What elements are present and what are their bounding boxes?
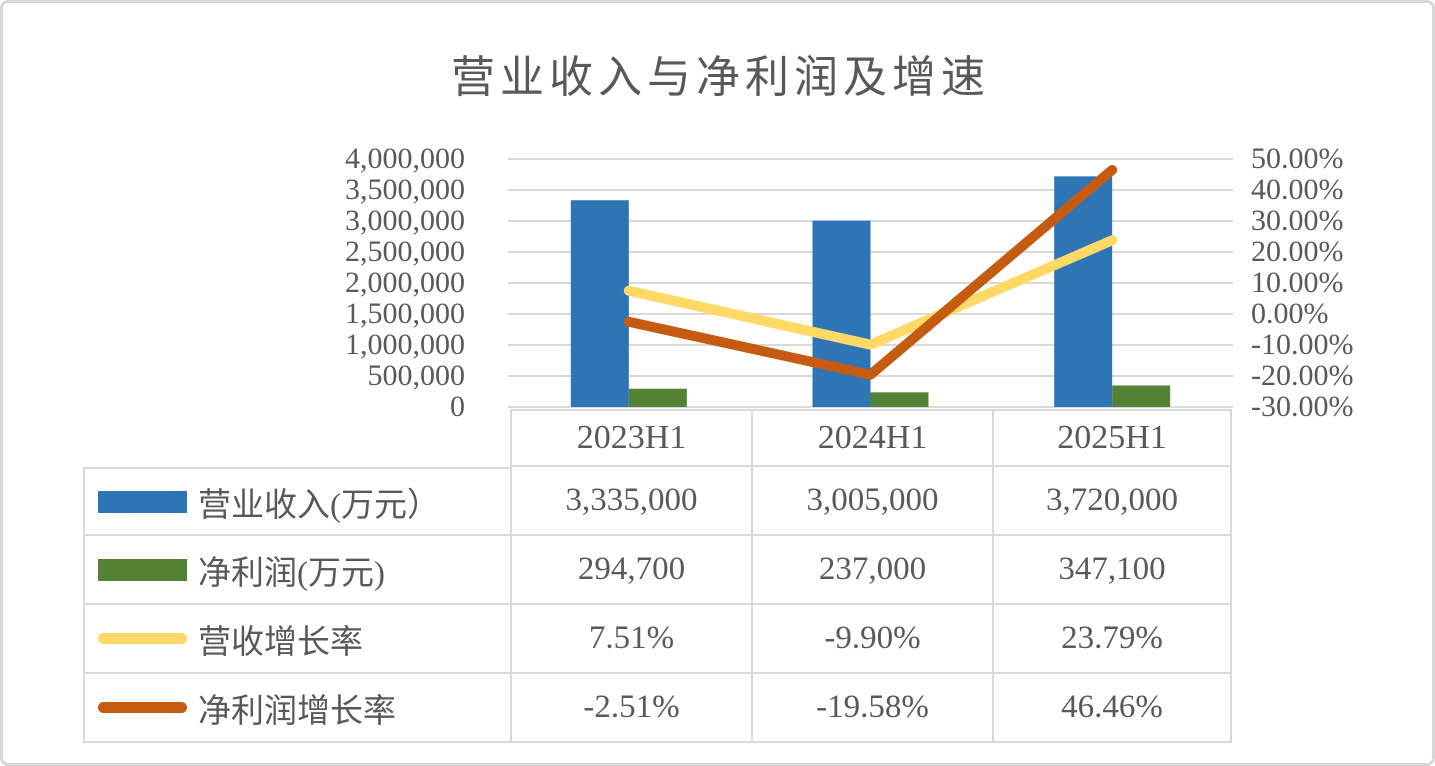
column-header-2025h1: 2025H1 [992, 409, 1232, 467]
net-profit-bar [1112, 385, 1171, 407]
net-profit-growth-legend-label: 净利润增长率 [198, 693, 396, 730]
table-cell-revenue-growth-2025h1: 23.79% [992, 605, 1232, 674]
table-cell-net-profit-growth-2023h1: -2.51% [510, 674, 751, 743]
chart-title: 营业收入与净利润及增速 [451, 53, 990, 102]
revenue-legend-label: 营业收入(万元） [198, 487, 440, 524]
legend-row-revenue: 营业收入(万元） [83, 467, 510, 536]
table-cell-revenue-growth-2023h1: 7.51% [510, 605, 751, 674]
table-cell-revenue-2025h1: 3,720,000 [992, 467, 1232, 536]
table-cell-net-profit-growth-2025h1: 46.46% [992, 674, 1232, 743]
revenue-growth-legend-label: 营收增长率 [198, 624, 363, 661]
table-cell-net-profit-2024h1: 237,000 [751, 536, 992, 605]
table-corner-empty [83, 409, 510, 467]
net-profit-growth-line-swatch [98, 702, 187, 713]
column-header-2024h1: 2024H1 [751, 409, 992, 467]
revenue-bar [812, 220, 871, 407]
legend-row-net-profit-growth: 净利润增长率 [83, 674, 510, 743]
table-cell-net-profit-2023h1: 294,700 [510, 536, 751, 605]
table-cell-net-profit-growth-2024h1: -19.58% [751, 674, 992, 743]
revenue-growth-line [623, 235, 1118, 350]
table-cell-revenue-2023h1: 3,335,000 [510, 467, 751, 536]
column-header-2023h1: 2023H1 [510, 409, 751, 467]
table-cell-net-profit-2025h1: 347,100 [992, 536, 1232, 605]
chart-data-table: 2023H1 2024H1 2025H1 营业收入(万元） 3,335,000 … [83, 409, 1232, 743]
legend-row-revenue-growth: 营收增长率 [83, 605, 510, 674]
table-cell-revenue-2024h1: 3,005,000 [751, 467, 992, 536]
revenue-bar [570, 200, 629, 407]
legend-row-net-profit: 净利润(万元) [83, 536, 510, 605]
combo-chart-plot-area [508, 158, 1233, 408]
net-profit-bar-swatch [98, 558, 187, 581]
net-profit-growth-line [623, 164, 1118, 380]
net-profit-bar [628, 388, 687, 407]
net-profit-legend-label: 净利润(万元) [198, 555, 385, 592]
revenue-bar-swatch [98, 490, 187, 513]
net-profit-bar [870, 392, 929, 407]
table-cell-revenue-growth-2024h1: -9.90% [751, 605, 992, 674]
revenue-growth-line-swatch [98, 633, 187, 644]
